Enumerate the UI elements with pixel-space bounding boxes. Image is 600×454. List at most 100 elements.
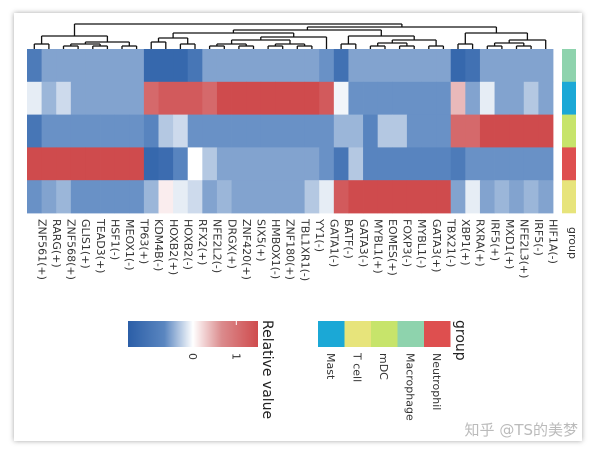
heatmap-cell — [479, 147, 495, 181]
column-label: BATF(-) — [342, 219, 355, 259]
heatmap-cell — [100, 147, 116, 181]
heatmap-cell — [509, 81, 525, 115]
heatmap-cell — [100, 49, 116, 83]
heatmap-cell — [465, 114, 481, 148]
heatmap-cell — [114, 180, 130, 214]
heatmap-cell — [41, 180, 57, 214]
heatmap-cell — [114, 49, 130, 83]
heatmap-cell — [319, 49, 335, 83]
heatmap-cell — [27, 180, 43, 214]
legend-label: Neutrophil — [430, 353, 443, 410]
heatmap-cell — [275, 114, 291, 148]
heatmap-cell — [509, 180, 525, 214]
heatmap-cell — [377, 49, 393, 83]
heatmap-cell — [479, 49, 495, 83]
column-label: TBL1XR1(-) — [298, 218, 311, 281]
column-label: RFX2(+) — [196, 219, 209, 265]
column-label: TP63(+) — [138, 218, 151, 264]
heatmap-cell — [509, 49, 525, 83]
heatmap-cell — [494, 180, 510, 214]
heatmap-cell — [450, 147, 466, 181]
annotation-cell — [562, 147, 576, 181]
heatmap-cell — [27, 147, 43, 181]
column-label: ZNF561(+) — [35, 219, 48, 280]
heatmap-cell — [319, 114, 335, 148]
heatmap-cell — [231, 114, 247, 148]
heatmap-cell — [333, 180, 349, 214]
heatmap-cell — [27, 114, 43, 148]
legend-swatch — [318, 321, 345, 347]
heatmap-cell — [158, 81, 174, 115]
heatmap-cell — [304, 49, 320, 83]
colorbar-title: Relative value — [259, 320, 275, 419]
heatmap-cell — [41, 49, 57, 83]
heatmap-cell — [450, 180, 466, 214]
heatmap-cell — [421, 49, 437, 83]
column-label: IRF5(+) — [488, 219, 501, 261]
legend-label: mDC — [377, 353, 390, 380]
heatmap-cell — [260, 180, 276, 214]
heatmap-cell — [304, 180, 320, 214]
legend-swatch — [397, 321, 424, 347]
heatmap-cell — [304, 114, 320, 148]
heatmap-cell — [70, 114, 86, 148]
column-label: ZNF180(+) — [284, 219, 297, 280]
legend-swatch — [344, 321, 371, 347]
heatmap-cell — [129, 147, 145, 181]
heatmap-cell — [114, 81, 130, 115]
heatmap-cell — [319, 147, 335, 181]
heatmap-cell — [538, 147, 554, 181]
heatmap-cell — [173, 81, 189, 115]
heatmap-cell — [70, 180, 86, 214]
heatmap-cell — [56, 180, 72, 214]
column-label: XBP1(+) — [459, 219, 472, 266]
legend-label: T cell — [351, 352, 364, 382]
heatmap-cell — [406, 180, 422, 214]
heatmap-cell — [100, 180, 116, 214]
column-label: IRF5(-) — [532, 219, 545, 256]
heatmap-cell — [260, 49, 276, 83]
heatmap-cell — [187, 147, 203, 181]
heatmap-cell — [436, 81, 452, 115]
heatmap-cell — [246, 49, 262, 83]
heatmap-cell — [158, 49, 174, 83]
heatmap-cell — [406, 49, 422, 83]
heatmap-cell — [129, 49, 145, 83]
heatmap-cell — [348, 81, 364, 115]
heatmap-cell — [41, 114, 57, 148]
heatmap-cell — [465, 81, 481, 115]
heatmap-cell — [114, 114, 130, 148]
heatmap-cell — [70, 49, 86, 83]
heatmap-cell — [494, 81, 510, 115]
heatmap-cell — [450, 49, 466, 83]
column-label: MEOX1(-) — [123, 219, 136, 270]
heatmap-cell — [304, 147, 320, 181]
heatmap-cell — [406, 147, 422, 181]
heatmap-cell — [129, 180, 145, 214]
heatmap-cell — [465, 49, 481, 83]
heatmap-cell — [523, 114, 539, 148]
heatmap-cell — [70, 81, 86, 115]
heatmap-cell — [392, 147, 408, 181]
heatmap-cell — [290, 49, 306, 83]
heatmap-cell — [158, 180, 174, 214]
heatmap-cell — [465, 147, 481, 181]
heatmap-cell — [348, 114, 364, 148]
heatmap-cell — [173, 49, 189, 83]
heatmap-cell — [290, 81, 306, 115]
heatmap-cell — [246, 114, 262, 148]
heatmap-cell — [290, 114, 306, 148]
heatmap-cell — [216, 49, 232, 83]
heatmap-cell — [85, 180, 101, 214]
heatmap-cell — [114, 147, 130, 181]
heatmap-cell — [129, 81, 145, 115]
heatmap-cell — [348, 180, 364, 214]
heatmap-cell — [392, 81, 408, 115]
heatmap-cell — [333, 147, 349, 181]
column-label: ZNF420(+) — [240, 219, 253, 280]
heatmap-cell — [377, 180, 393, 214]
heatmap-cell — [187, 81, 203, 115]
heatmap-cell — [479, 180, 495, 214]
heatmap-cell — [538, 180, 554, 214]
